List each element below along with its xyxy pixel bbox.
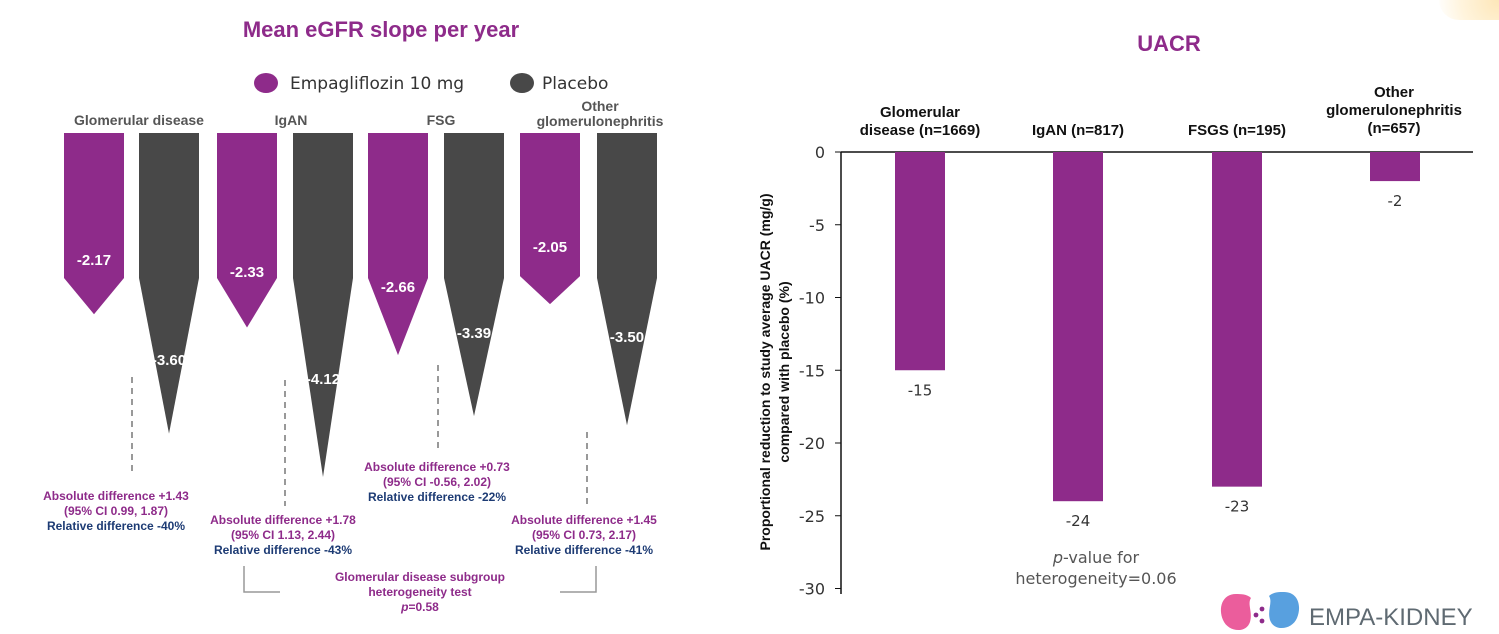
legend-placebo-label: Placebo xyxy=(542,74,608,94)
uacr-bars: -15 -24 -23 -2 xyxy=(895,152,1420,530)
uacr-category-label: (n=657) xyxy=(1368,120,1421,137)
legend-placebo-swatch xyxy=(510,73,534,93)
egfr-category-label: glomerulonephritis xyxy=(537,113,664,129)
annotation-ci: (95% CI 1.13, 2.44) xyxy=(231,528,335,542)
uacr-ylabel-line2: compared with placebo (%) xyxy=(776,281,792,462)
uacr-bar xyxy=(1053,152,1103,502)
uacr-bar-value-label: -24 xyxy=(1066,512,1091,530)
egfr-slope-chart: Mean eGFR slope per year Empagliflozin 1… xyxy=(43,17,664,614)
heterogeneity-line1: Glomerular disease subgroup xyxy=(335,570,505,584)
uacr-bar-value-label: -2 xyxy=(1388,192,1403,210)
uacr-tick-label: -30 xyxy=(799,580,825,599)
uacr-tick-label: -5 xyxy=(809,216,825,235)
annotation-abs: Absolute difference +1.45 xyxy=(511,513,657,527)
uacr-p-label: p xyxy=(1052,548,1063,567)
annotation-rel: Relative difference -43% xyxy=(214,543,352,557)
annotation-abs: Absolute difference +0.73 xyxy=(364,460,510,474)
annotation-rel: Relative difference -40% xyxy=(47,519,185,533)
uacr-tick-label: -15 xyxy=(799,361,825,380)
uacr-pvalue-line1: p-value for xyxy=(1052,548,1140,567)
egfr-bar-value-label: -3.39 xyxy=(457,325,491,342)
heterogeneity-p-value: =0.58 xyxy=(408,600,439,614)
egfr-bars: -2.17 -2.33 -2.66 -2.05 -3.60 -4.12 -3.39 -3.50 xyxy=(64,133,657,478)
heterogeneity-bracket xyxy=(243,566,280,593)
uacr-bar xyxy=(1370,152,1420,182)
uacr-pvalue-annotation: p-value for heterogeneity=0.06 xyxy=(1015,548,1176,588)
uacr-tick-label: -20 xyxy=(799,434,825,453)
logo-text: EMPA-KIDNEY xyxy=(1309,604,1473,631)
egfr-bar-empagliflozin xyxy=(368,133,428,356)
heterogeneity-p: p=0.58 xyxy=(400,600,439,614)
logo-kidney-left-icon xyxy=(1220,594,1251,631)
egfr-bar-value-label: -3.50 xyxy=(610,329,644,346)
egfr-bar-placebo xyxy=(444,133,504,417)
logo-dot-icon xyxy=(1253,612,1259,618)
egfr-bar-value-label: -4.12 xyxy=(306,371,340,388)
annotation-rel: Relative difference -22% xyxy=(368,490,506,504)
heterogeneity-line2: heterogeneity test xyxy=(368,585,471,599)
egfr-bar-empagliflozin xyxy=(217,133,277,328)
egfr-category-label: Other xyxy=(581,98,619,114)
uacr-pvalue-line2: heterogeneity=0.06 xyxy=(1015,569,1176,588)
egfr-bar-placebo xyxy=(293,133,353,478)
corner-glow xyxy=(1439,0,1499,20)
empa-kidney-logo: EMPA-KIDNEY xyxy=(1220,592,1473,631)
egfr-bar-placebo xyxy=(139,133,199,434)
uacr-bar-value-label: -23 xyxy=(1225,498,1250,516)
annotation-abs: Absolute difference +1.78 xyxy=(210,513,356,527)
uacr-y-ticks: 0 -5 -10 -15 -20 -25 -30 xyxy=(799,143,841,599)
logo-dot-icon xyxy=(1259,618,1265,624)
egfr-bar-value-label: -2.05 xyxy=(533,239,567,256)
annotation-ci: (95% CI 0.99, 1.87) xyxy=(64,504,168,518)
egfr-legend: Empagliflozin 10 mg Placebo xyxy=(254,73,608,94)
uacr-p-rest: -value for xyxy=(1063,548,1140,567)
heterogeneity-bracket xyxy=(560,566,597,593)
egfr-annotation-igan: Absolute difference +1.78 (95% CI 1.13, … xyxy=(210,513,356,557)
uacr-bar-value-label: -15 xyxy=(908,381,933,399)
logo-kidney-right-icon xyxy=(1269,592,1300,629)
uacr-tick-label: 0 xyxy=(815,143,825,162)
annotation-abs: Absolute difference +1.43 xyxy=(43,489,189,503)
heterogeneity-p-label: p xyxy=(400,600,408,614)
uacr-category-label: glomerulonephritis xyxy=(1326,102,1462,119)
annotation-ci: (95% CI 0.73, 2.17) xyxy=(532,528,636,542)
uacr-ylabel-line1: Proportional reduction to study average … xyxy=(757,193,773,550)
egfr-category-label: IgAN xyxy=(275,112,308,128)
egfr-annotation-other: Absolute difference +1.45 (95% CI 0.73, … xyxy=(511,513,657,557)
uacr-category-label: Glomerular xyxy=(880,104,960,121)
uacr-tick-label: -25 xyxy=(799,507,825,526)
annotation-rel: Relative difference -41% xyxy=(515,543,653,557)
logo-dot-icon xyxy=(1259,606,1265,612)
egfr-annotation-fsg: Absolute difference +0.73 (95% CI -0.56,… xyxy=(364,460,510,504)
uacr-category-label: IgAN (n=817) xyxy=(1032,122,1124,139)
egfr-bar-empagliflozin xyxy=(64,133,124,315)
uacr-category-label: FSGS (n=195) xyxy=(1188,122,1286,139)
uacr-category-label: disease (n=1669) xyxy=(860,122,981,139)
egfr-bar-placebo xyxy=(597,133,657,426)
egfr-category-label: Glomerular disease xyxy=(74,112,204,128)
egfr-bar-value-label: -2.33 xyxy=(230,264,264,281)
uacr-chart-title: UACR xyxy=(1137,31,1201,56)
annotation-ci: (95% CI -0.56, 2.02) xyxy=(383,475,491,489)
uacr-bar xyxy=(895,152,945,371)
uacr-tick-label: -10 xyxy=(799,289,825,308)
uacr-y-axis-label: Proportional reduction to study average … xyxy=(757,193,792,550)
egfr-annotation-glomerular: Absolute difference +1.43 (95% CI 0.99, … xyxy=(43,489,189,533)
legend-empagliflozin-swatch xyxy=(254,73,278,93)
egfr-bar-value-label: -2.66 xyxy=(381,279,415,296)
uacr-bar xyxy=(1212,152,1262,487)
egfr-bar-empagliflozin xyxy=(520,133,580,305)
egfr-category-label: FSG xyxy=(427,112,456,128)
egfr-bar-value-label: -3.60 xyxy=(152,352,186,369)
legend-empagliflozin-label: Empagliflozin 10 mg xyxy=(290,74,464,94)
egfr-bar-value-label: -2.17 xyxy=(77,252,111,269)
egfr-chart-title: Mean eGFR slope per year xyxy=(243,17,520,42)
uacr-category-label: Other xyxy=(1374,84,1414,101)
heterogeneity-text: Glomerular disease subgroup heterogeneit… xyxy=(335,570,505,614)
